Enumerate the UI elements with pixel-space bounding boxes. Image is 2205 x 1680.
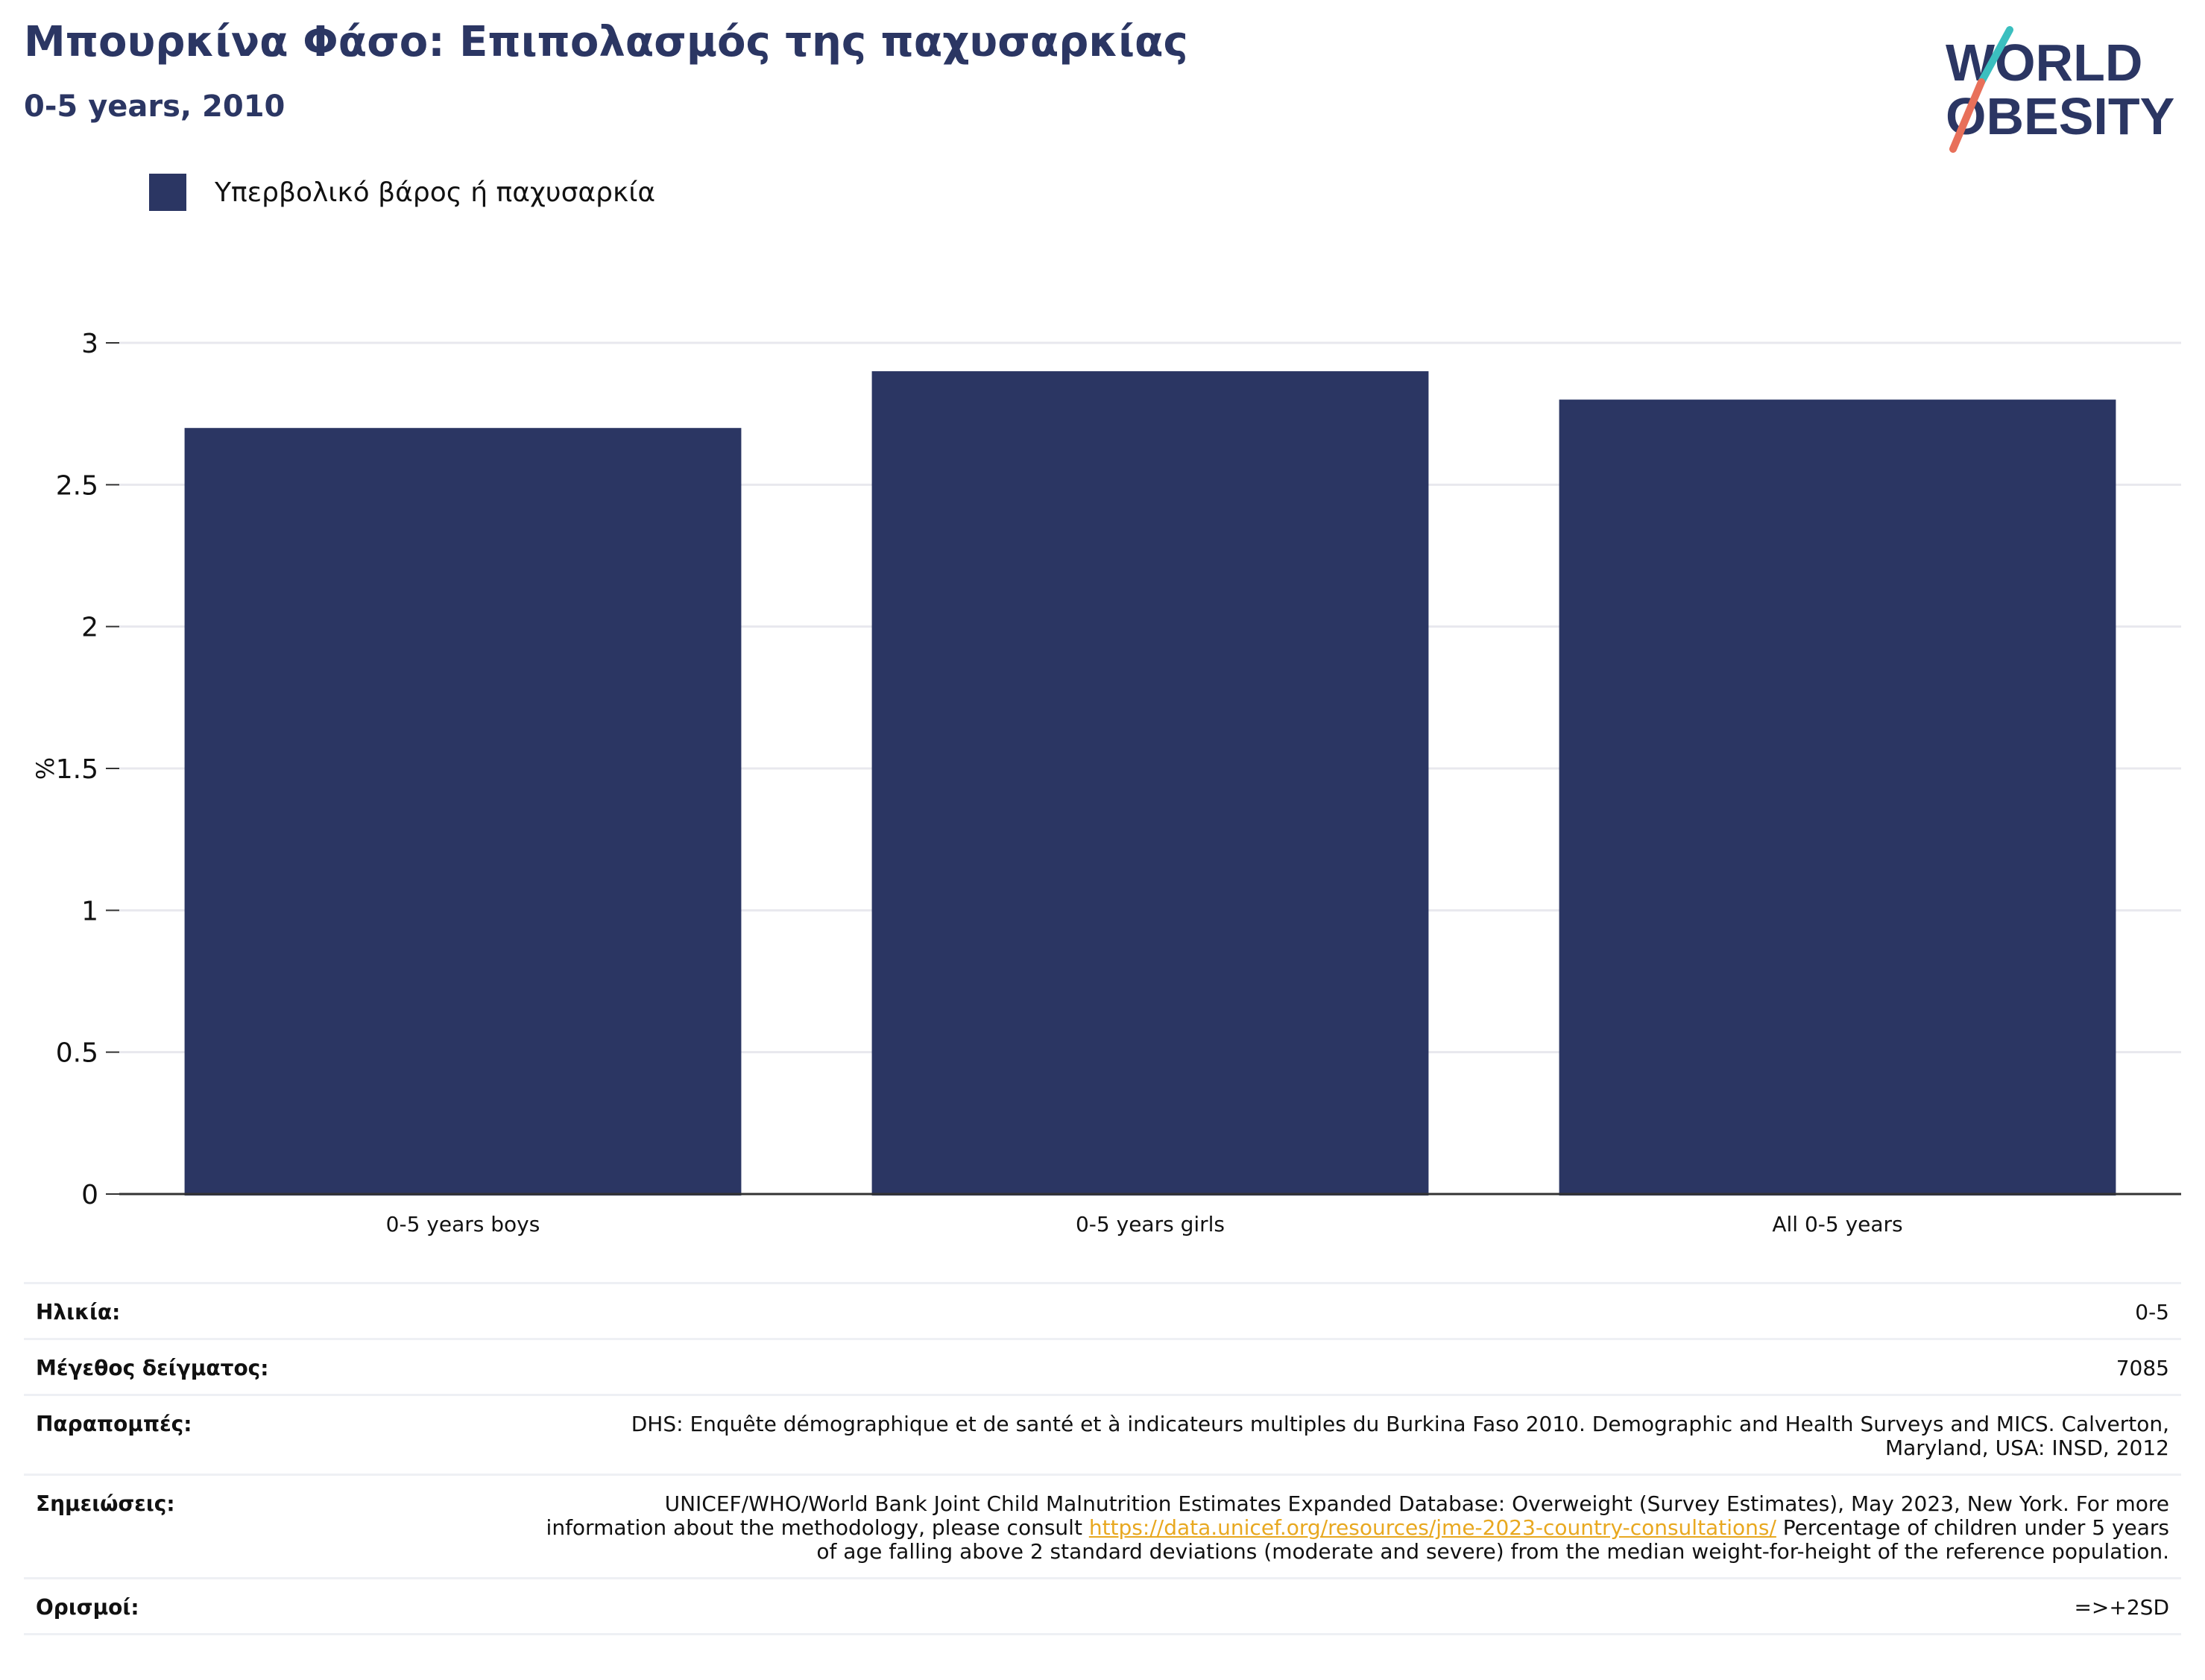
info-row-age: Ηλικία: 0-5 [24, 1282, 2181, 1338]
y-tick-label: 2 [81, 613, 98, 643]
info-table: Ηλικία: 0-5 Μέγεθος δείγματος: 7085 Παρα… [24, 1282, 2181, 1635]
logo-slash-top [1978, 26, 2013, 86]
chart-title: Μπουρκίνα Φάσο: Επιπολασμός της παχυσαρκ… [24, 18, 1188, 66]
y-tick-label: 3 [81, 329, 98, 359]
legend: Υπερβολικό βάρος ή παχυσαρκία [149, 171, 655, 213]
notes-text-before: UNICEF/WHO/World Bank Joint Child Malnut… [546, 1491, 2169, 1540]
y-tick-label: 2.5 [56, 470, 98, 501]
info-label-references: Παραπομπές: [36, 1412, 192, 1436]
info-value-age: 0-5 [2135, 1300, 2169, 1324]
world-obesity-logo: WORLD OBESITY [1946, 26, 2174, 153]
y-tick-label: 1.5 [56, 754, 98, 785]
y-tick-label: 0 [81, 1180, 98, 1210]
bar [871, 371, 1429, 1196]
logo-line2: OBESITY [1946, 87, 2174, 145]
x-tick-label: All 0-5 years [1772, 1212, 1902, 1237]
y-tick-label: 1 [81, 896, 98, 926]
y-tick-label: 0.5 [56, 1038, 98, 1069]
logo-line1: WORLD [1946, 34, 2142, 92]
notes-text-after: Percentage of children under 5 years of … [816, 1515, 2169, 1564]
info-value-notes: UNICEF/WHO/World Bank Joint Child Malnut… [544, 1492, 2169, 1564]
info-label-notes: Σημειώσεις: [36, 1491, 175, 1516]
info-label-definitions: Ορισμοί: [36, 1595, 139, 1620]
y-axis-label: % [31, 757, 60, 780]
info-value-references: DHS: Enquête démographique et de santé e… [631, 1412, 2169, 1460]
x-tick-label: 0-5 years boys [386, 1212, 540, 1237]
legend-label: Υπερβολικό βάρος ή παχυσαρκία [215, 177, 656, 208]
bar [1559, 400, 2116, 1196]
methodology-link[interactable]: https://data.unicef.org/resources/jme-20… [1088, 1515, 1776, 1540]
info-label-age: Ηλικία: [36, 1300, 121, 1324]
x-tick-label: 0-5 years girls [1076, 1212, 1225, 1237]
info-label-sample-size: Μέγεθος δείγματος: [36, 1356, 269, 1380]
legend-swatch [149, 174, 186, 211]
info-row-definitions: Ορισμοί: =>+2SD [24, 1577, 2181, 1635]
chart-subtitle: 0-5 years, 2010 [24, 89, 286, 124]
info-row-sample-size: Μέγεθος δείγματος: 7085 [24, 1338, 2181, 1394]
logo-slash-bottom [1949, 78, 1985, 153]
info-row-notes: Σημειώσεις: UNICEF/WHO/World Bank Joint … [24, 1474, 2181, 1577]
info-row-references: Παραπομπές: DHS: Enquête démographique e… [24, 1394, 2181, 1474]
bar [184, 428, 742, 1196]
info-value-definitions: =>+2SD [2074, 1595, 2169, 1620]
info-value-sample-size: 7085 [2116, 1356, 2169, 1380]
bar-chart: 0 0.5 1 1.5 2 2.5 3% 0-5 years boys 0-5 years gi… [31, 329, 2181, 1237]
